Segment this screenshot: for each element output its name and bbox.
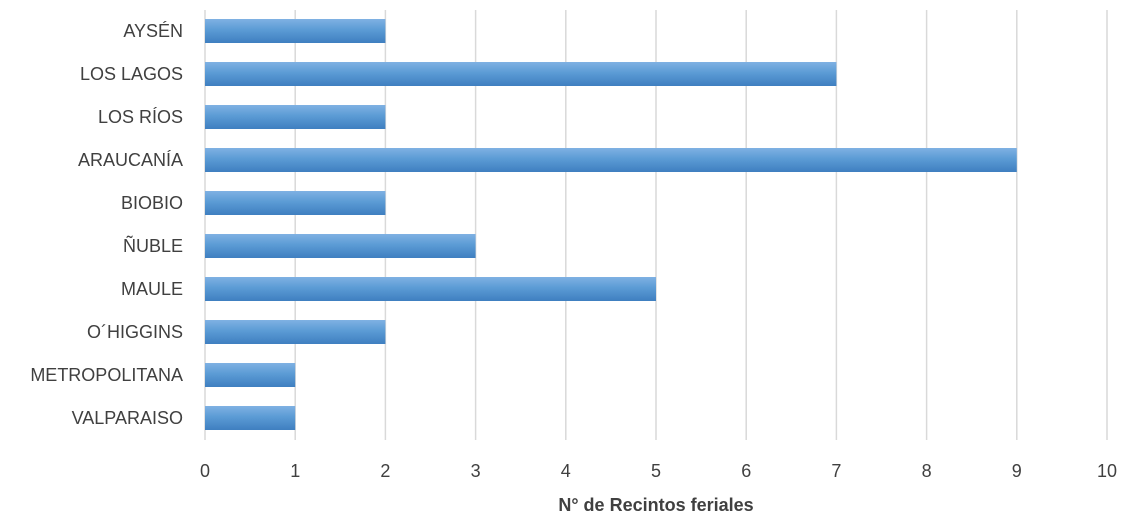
category-label: LOS LAGOS: [80, 64, 183, 84]
x-tick-label: 4: [561, 461, 571, 481]
bar: [205, 277, 656, 301]
bar: [205, 19, 386, 43]
category-label: VALPARAISO: [72, 408, 183, 428]
x-tick-label: 5: [651, 461, 661, 481]
bar: [205, 105, 386, 129]
x-tick-label: 2: [380, 461, 390, 481]
category-label: ARAUCANÍA: [78, 150, 183, 170]
bar: [205, 148, 1017, 172]
x-axis-title: N° de Recintos feriales: [558, 495, 753, 515]
x-tick-label: 1: [290, 461, 300, 481]
x-tick-label: 9: [1012, 461, 1022, 481]
category-label: BIOBIO: [121, 193, 183, 213]
bar: [205, 320, 386, 344]
x-tick-label: 0: [200, 461, 210, 481]
bar: [205, 406, 296, 430]
x-tick-label: 3: [471, 461, 481, 481]
category-label: ÑUBLE: [123, 235, 183, 256]
bars: [205, 19, 1017, 430]
bar: [205, 234, 476, 258]
x-tick-label: 7: [831, 461, 841, 481]
x-tick-label: 8: [922, 461, 932, 481]
category-label: LOS RÍOS: [98, 107, 183, 127]
category-label: O´HIGGINS: [87, 322, 183, 342]
bar: [205, 191, 386, 215]
x-tick-label: 10: [1097, 461, 1117, 481]
category-label: METROPOLITANA: [30, 365, 183, 385]
bar: [205, 62, 837, 86]
x-tick-label: 6: [741, 461, 751, 481]
x-tick-labels: 0 1 2 3 4 5 6 7 8 9 10: [200, 461, 1117, 481]
category-label: MAULE: [121, 279, 183, 299]
bar: [205, 363, 296, 387]
category-labels: AYSÉN LOS LAGOS LOS RÍOS ARAUCANÍA BIOBIO ÑUB…: [30, 21, 183, 428]
category-label: AYSÉN: [123, 21, 183, 41]
